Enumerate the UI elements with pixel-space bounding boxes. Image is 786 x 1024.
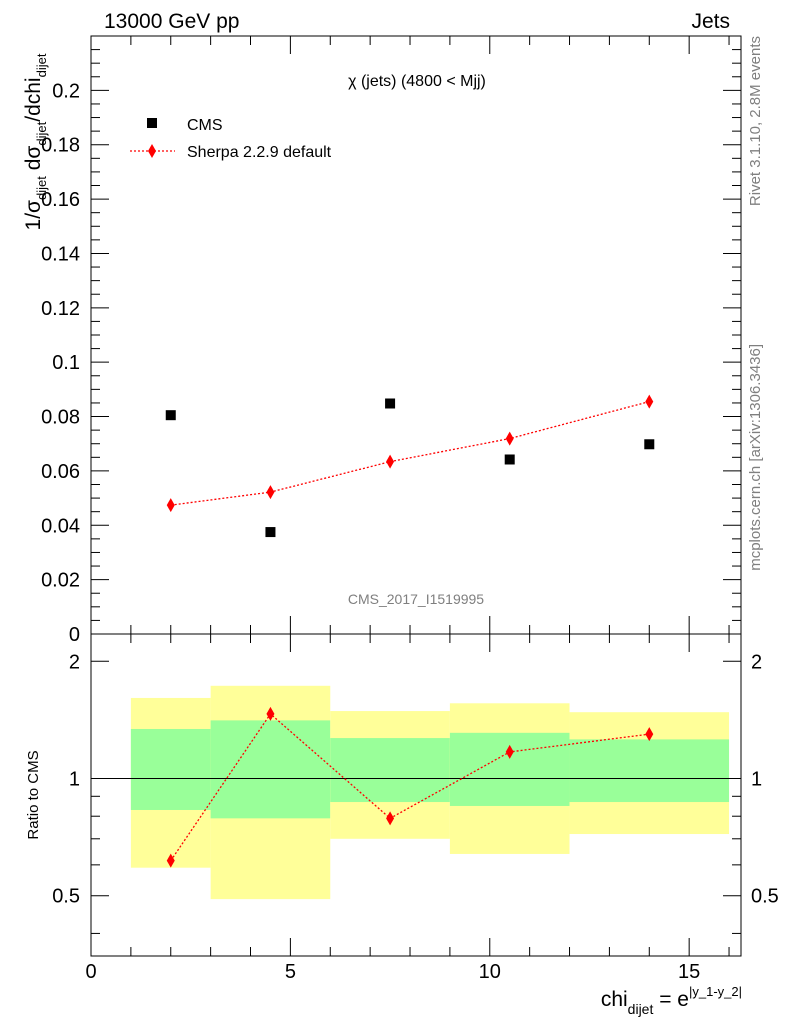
rivet-note: Rivet 3.1.10, 2.8M events xyxy=(747,36,764,206)
ratio-ytick-label-right: 2 xyxy=(751,651,762,673)
ratio-ytick-label-left: 0.5 xyxy=(52,886,80,908)
main-ytick-label: 0.16 xyxy=(41,189,80,211)
ratio-xtick-label: 15 xyxy=(678,961,700,983)
ratio-xtick-label: 10 xyxy=(479,961,501,983)
ratio-ytick-label-left: 1 xyxy=(69,768,80,790)
source-note: mcplots.cern.ch [arXiv:1306.3436] xyxy=(747,344,764,571)
legend: CMS Sherpa 2.2.9 default xyxy=(130,117,332,161)
ratio-xtick-labels: 0 5 10 15 xyxy=(85,961,700,983)
ratio-band-green xyxy=(130,728,211,810)
ratio-ylabel: Ratio to CMS xyxy=(25,750,42,839)
sherpa-point xyxy=(505,431,514,446)
main-ytick-label: 0.18 xyxy=(41,135,80,157)
legend-cms-marker xyxy=(147,118,157,128)
main-ytick-label: 0.06 xyxy=(41,461,80,483)
chart-title: χ (jets) (4800 < Mjj) xyxy=(348,73,486,90)
ratio-band-green xyxy=(569,739,730,803)
main-series xyxy=(165,394,655,538)
main-ytick-label: 0.04 xyxy=(41,515,80,537)
ratio-band-green xyxy=(449,732,570,806)
main-ytick-label: 0.12 xyxy=(41,298,80,320)
main-ytick-label: 0.1 xyxy=(52,352,80,374)
sherpa-point xyxy=(645,394,654,409)
ratio-sherpa-point xyxy=(386,811,395,826)
ratio-frame xyxy=(90,633,742,957)
main-ytick-label: 0.2 xyxy=(52,80,80,102)
ratio-panel: 0.5 0.5 1 1 2 2 0 5 10 15 Ratio to CMS chidijet … xyxy=(25,633,779,1017)
ratio-bands xyxy=(130,685,730,900)
ratio-band-green xyxy=(330,738,450,803)
cms-point xyxy=(644,439,655,450)
main-ytick-label: 0 xyxy=(69,624,80,646)
sherpa-line xyxy=(170,400,650,506)
ratio-ytick-label-right: 0.5 xyxy=(751,886,779,908)
ratio-ytick-label-left: 2 xyxy=(69,651,80,673)
ratio-ytick-label-right: 1 xyxy=(751,768,762,790)
main-ylabel: 1/σdijet dσdijet/dchidijet xyxy=(22,53,49,230)
main-ytick-label: 0.08 xyxy=(41,407,80,429)
ratio-sherpa-point xyxy=(266,706,275,721)
ratio-xtick-label: 0 xyxy=(85,961,96,983)
legend-sherpa-marker xyxy=(148,144,156,158)
ratio-sherpa-point xyxy=(645,727,654,742)
main-ticks xyxy=(90,35,741,635)
header-left-label: 13000 GeV pp xyxy=(104,10,239,33)
ratio-ytick-labels: 0.5 0.5 1 1 2 2 xyxy=(52,651,779,907)
ratio-band-green xyxy=(210,720,331,819)
ratio-ticks xyxy=(90,634,741,956)
legend-cms-label: CMS xyxy=(187,117,223,134)
main-ytick-label: 0.02 xyxy=(41,570,80,592)
sherpa-point xyxy=(266,485,275,500)
main-ytick-label: 0.14 xyxy=(41,243,80,265)
ratio-xlabel: chidijet = e|y_1-y_2| xyxy=(601,984,742,1017)
cms-point xyxy=(385,398,396,409)
cms-point xyxy=(165,410,176,421)
ratio-sherpa-point xyxy=(166,853,175,868)
sherpa-point xyxy=(386,454,395,469)
watermark: CMS_2017_I1519995 xyxy=(348,591,484,607)
main-panel: 00.020.040.060.080.10.120.140.160.180.2 … xyxy=(22,35,742,646)
legend-sherpa-label: Sherpa 2.2.9 default xyxy=(187,144,332,161)
cms-point xyxy=(265,527,276,538)
sherpa-point xyxy=(166,498,175,513)
ratio-xtick-label: 5 xyxy=(285,961,296,983)
cms-point xyxy=(504,454,515,465)
header-right-label: Jets xyxy=(691,10,730,33)
ratio-series xyxy=(166,706,654,868)
main-ytick-labels: 0 0.02 0.04 0.06 0.08 0.1 0.12 0.14 0.16 0.18 0.2 xyxy=(41,80,80,646)
ratio-sherpa-point xyxy=(505,744,514,759)
